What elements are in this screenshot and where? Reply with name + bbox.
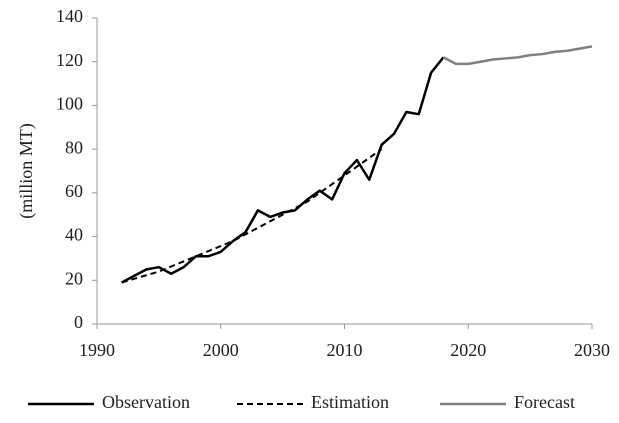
x-tick-label: 2020 [450, 340, 486, 360]
y-tick-label: 80 [65, 137, 83, 157]
x-tick-label: 1990 [79, 340, 115, 360]
series-line [442, 45, 593, 66]
x-tick-label: 2030 [574, 340, 610, 360]
y-tick-label: 0 [74, 312, 83, 332]
x-tick-label: 2010 [327, 340, 363, 360]
y-tick-label: 20 [65, 268, 83, 288]
y-tick-label: 40 [65, 225, 83, 245]
y-tick-label: 100 [56, 94, 83, 114]
legend-label: Forecast [514, 392, 575, 412]
y-tick-label: 120 [56, 50, 83, 70]
x-tick-label: 2000 [203, 340, 239, 360]
legend-label: Estimation [311, 392, 389, 412]
y-tick-label: 60 [65, 181, 83, 201]
y-tick-label: 140 [56, 6, 83, 26]
series-line [121, 56, 445, 284]
y-axis-label: (million MT) [16, 123, 37, 219]
series-line [121, 148, 383, 284]
legend-label: Observation [102, 392, 190, 412]
